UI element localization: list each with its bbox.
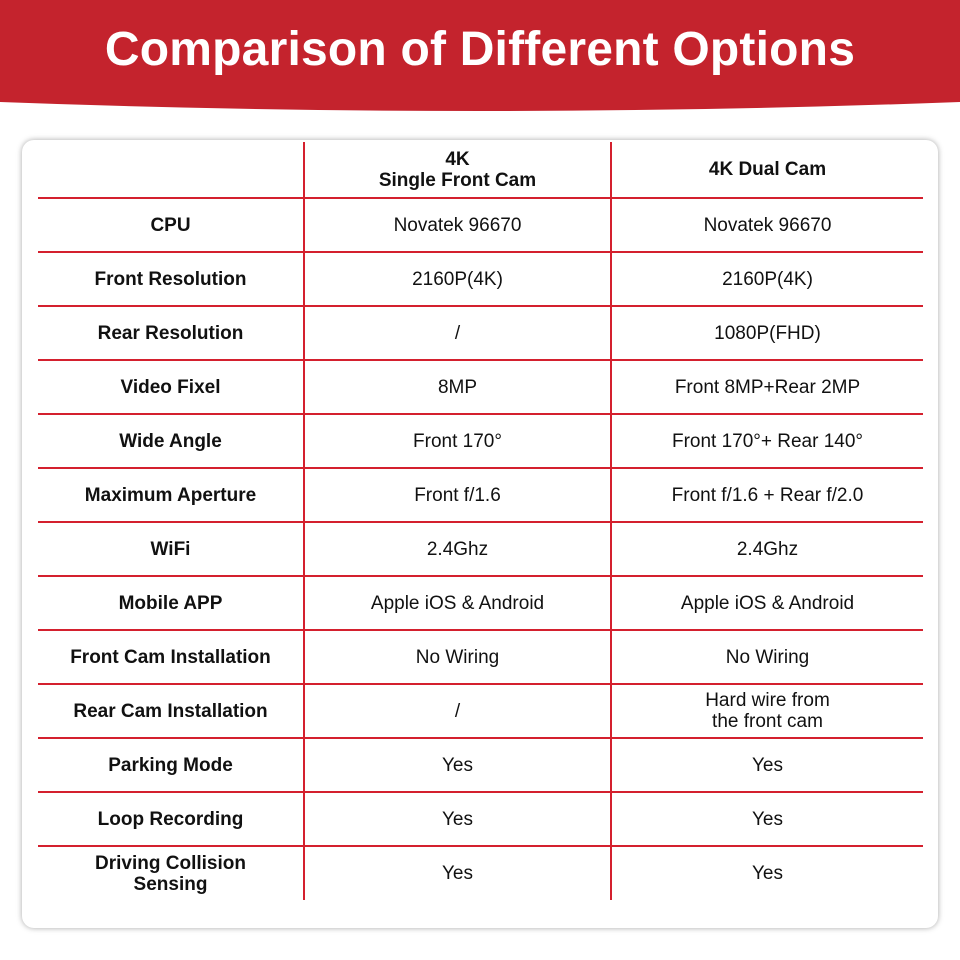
row-label: Loop Recording [38,792,304,847]
table-row: Video Fixel 8MP Front 8MP+Rear 2MP [38,360,923,415]
table-row: Maximum Aperture Front f/1.6 Front f/1.6 +… [38,468,923,523]
single-cam-value: 8MP [303,360,612,415]
table-row: Mobile APP Apple iOS & Android Apple iOS &… [38,576,923,631]
single-cam-value: Yes [303,792,612,847]
dual-cam-value: Apple iOS & Android [611,576,923,631]
page-title: Comparison of Different Options [104,23,856,76]
dual-cam-value: 2.4Ghz [611,522,923,577]
column-header-dual-cam: 4K Dual Cam [611,142,923,199]
single-cam-value: Novatek 96670 [303,198,612,253]
dual-cam-value: Yes [611,738,923,793]
row-label: Mobile APP [38,576,304,631]
dual-cam-value: Yes [611,792,923,847]
row-label: Rear Resolution [38,306,304,361]
column-header-single-cam: 4K Single Front Cam [303,142,612,199]
dual-cam-value: 1080P(FHD) [611,306,923,361]
dual-cam-value: Front f/1.6 + Rear f/2.0 [611,468,923,523]
dual-cam-value: No Wiring [611,630,923,685]
dual-cam-value: 2160P(4K) [611,252,923,307]
table-row: Rear Cam Installation / Hard wire from the… [38,684,923,739]
row-label: Video Fixel [38,360,304,415]
single-cam-value: Front 170° [303,414,612,469]
single-cam-value: Yes [303,738,612,793]
row-label: Rear Cam Installation [38,684,304,739]
table-row: Front Cam Installation No Wiring No Wiring [38,630,923,685]
row-label: Parking Mode [38,738,304,793]
dual-cam-value: Novatek 96670 [611,198,923,253]
table-header-row: 4K Single Front Cam 4K Dual Cam [38,142,923,199]
dual-cam-value: Hard wire from the front cam [611,684,923,739]
single-cam-value: 2160P(4K) [303,252,612,307]
row-label: Wide Angle [38,414,304,469]
header-banner: Comparison of Different Options [0,0,960,120]
dual-cam-value: Front 170°+ Rear 140° [611,414,923,469]
table-row: Loop Recording Yes Yes [38,792,923,847]
table-row: Rear Resolution/1080P(FHD) [38,306,923,361]
column-header-feature [38,142,304,199]
banner-shape [0,0,960,111]
table-row: WiFi 2.4Ghz 2.4Ghz [38,522,923,577]
single-cam-value: Front f/1.6 [303,468,612,523]
comparison-card: 4K Single Front Cam 4K Dual Cam CPU Novat… [22,140,938,928]
table-row: CPU Novatek 96670 Novatek 96670 [38,198,923,253]
single-cam-value: Yes [303,846,612,900]
row-label: Driving Collision Sensing [95,852,246,895]
dual-cam-value: Front 8MP+Rear 2MP [611,360,923,415]
table-row: Driving Collision Sensing Yes Yes [38,846,923,900]
table-row: Front Resolution 2160P(4K) 2160P(4K) [38,252,923,307]
single-cam-value: / [303,684,612,739]
row-label: Maximum Aperture [38,468,304,523]
single-cam-value: No Wiring [303,630,612,685]
single-cam-value: / [303,306,612,361]
row-label: Front Resolution [38,252,304,307]
row-label: WiFi [38,522,304,577]
single-cam-value: Apple iOS & Android [303,576,612,631]
dual-cam-value: Yes [752,863,783,884]
table-row: Parking Mode Yes Yes [38,738,923,793]
comparison-table: 4K Single Front Cam 4K Dual Cam CPU Novat… [38,142,923,900]
row-label: Front Cam Installation [38,630,304,685]
single-cam-value: 2.4Ghz [303,522,612,577]
row-label: CPU [38,198,304,253]
table-row: Wide Angle Front 170° Front 170°+ Rear 140… [38,414,923,469]
